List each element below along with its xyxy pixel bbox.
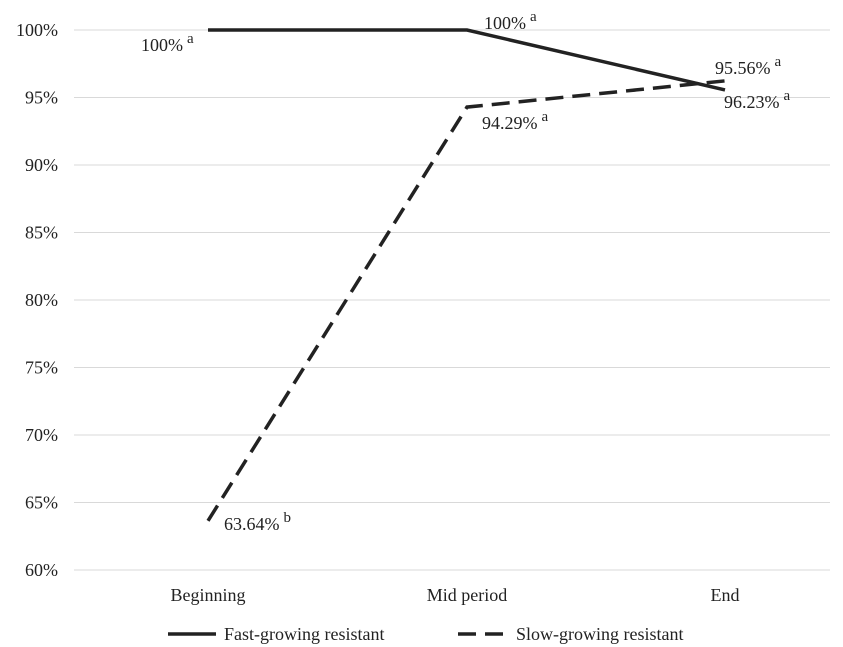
x-axis: Beginning Mid period End	[171, 585, 740, 605]
series-line-fast-growing	[208, 28, 726, 92]
data-label: 95.56% a	[715, 54, 782, 78]
x-tick-label: Beginning	[171, 585, 246, 605]
y-tick-label: 90%	[25, 155, 58, 175]
y-tick-label: 75%	[25, 358, 58, 378]
x-tick-label: End	[711, 585, 740, 605]
data-label: 63.64% b	[224, 510, 291, 534]
data-label: 100% a	[484, 9, 537, 33]
data-label: 94.29% a	[482, 109, 549, 133]
y-tick-label: 60%	[25, 560, 58, 580]
y-tick-label: 95%	[25, 88, 58, 108]
data-label: 100% a	[141, 31, 194, 55]
y-tick-label: 85%	[25, 223, 58, 243]
y-tick-label: 80%	[25, 290, 58, 310]
y-tick-label: 100%	[16, 20, 58, 40]
x-tick-label: Mid period	[427, 585, 508, 605]
legend: Fast-growing resistant Slow-growing resis…	[168, 624, 683, 644]
grid-lines	[74, 29, 830, 571]
y-axis: 60% 65% 70% 75% 80% 85% 90% 95% 100%	[16, 20, 58, 580]
series-lines	[206, 28, 726, 522]
legend-label: Fast-growing resistant	[224, 624, 384, 644]
y-tick-label: 65%	[25, 493, 58, 513]
y-tick-label: 70%	[25, 425, 58, 445]
data-labels: 100% a 100% a 95.56% a 63.64% b 94.29% a 96.23% a	[141, 9, 791, 534]
data-label: 96.23% a	[724, 88, 791, 112]
series-line-slow-growing	[206, 79, 726, 522]
legend-label: Slow-growing resistant	[516, 624, 683, 644]
